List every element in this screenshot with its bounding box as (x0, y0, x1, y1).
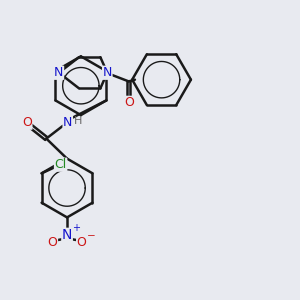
Text: +: + (71, 223, 80, 232)
Text: O: O (124, 96, 134, 109)
Text: −: − (87, 231, 95, 241)
Text: N: N (103, 66, 112, 79)
Text: O: O (76, 236, 86, 250)
Text: Cl: Cl (55, 158, 67, 171)
Text: O: O (48, 236, 58, 250)
Text: H: H (74, 116, 82, 126)
Text: N: N (54, 66, 64, 79)
Text: N: N (62, 228, 72, 242)
Text: N: N (63, 116, 72, 128)
Text: O: O (22, 116, 32, 129)
